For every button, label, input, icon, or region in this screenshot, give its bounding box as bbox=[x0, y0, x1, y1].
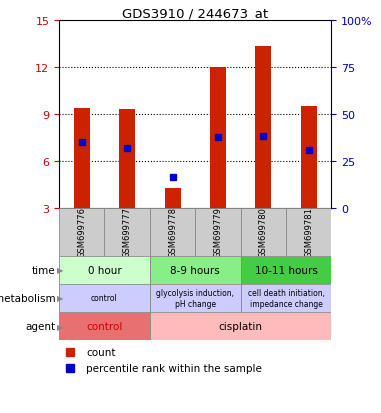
Text: cell death initiation,
impedance change: cell death initiation, impedance change bbox=[248, 289, 325, 308]
Bar bbox=[301, 107, 317, 209]
Bar bbox=[59, 256, 150, 284]
Text: control: control bbox=[91, 294, 118, 303]
Bar bbox=[210, 68, 226, 209]
Text: GSM699776: GSM699776 bbox=[77, 207, 86, 258]
Text: cisplatin: cisplatin bbox=[219, 321, 263, 331]
Text: count: count bbox=[86, 347, 116, 357]
Bar bbox=[59, 284, 150, 312]
Text: 0 hour: 0 hour bbox=[88, 265, 121, 275]
Text: agent: agent bbox=[25, 321, 55, 331]
Text: GSM699779: GSM699779 bbox=[213, 207, 223, 258]
Text: ▶: ▶ bbox=[57, 266, 64, 275]
Bar bbox=[165, 188, 181, 209]
Bar bbox=[241, 284, 331, 312]
Bar bbox=[150, 284, 241, 312]
Text: GSM699777: GSM699777 bbox=[123, 207, 132, 258]
Bar bbox=[150, 256, 241, 284]
Bar bbox=[74, 108, 90, 209]
Text: time: time bbox=[32, 265, 55, 275]
Text: glycolysis induction,
pH change: glycolysis induction, pH change bbox=[156, 289, 234, 308]
Bar bbox=[59, 209, 104, 256]
Bar bbox=[104, 209, 150, 256]
Bar bbox=[59, 312, 150, 340]
Bar bbox=[286, 209, 331, 256]
Text: 8-9 hours: 8-9 hours bbox=[170, 265, 220, 275]
Text: 10-11 hours: 10-11 hours bbox=[255, 265, 317, 275]
Bar bbox=[241, 209, 286, 256]
Bar bbox=[255, 47, 271, 209]
Title: GDS3910 / 244673_at: GDS3910 / 244673_at bbox=[122, 7, 268, 19]
Text: GSM699778: GSM699778 bbox=[168, 207, 177, 258]
Bar bbox=[119, 110, 135, 209]
Bar bbox=[150, 209, 195, 256]
Bar bbox=[150, 312, 331, 340]
Text: ▶: ▶ bbox=[57, 294, 64, 303]
Text: control: control bbox=[86, 321, 123, 331]
Text: metabolism: metabolism bbox=[0, 293, 55, 303]
Bar bbox=[241, 256, 331, 284]
Text: GSM699781: GSM699781 bbox=[304, 207, 313, 258]
Text: percentile rank within the sample: percentile rank within the sample bbox=[86, 363, 262, 373]
Text: GSM699780: GSM699780 bbox=[259, 207, 268, 258]
Text: ▶: ▶ bbox=[57, 322, 64, 331]
Bar bbox=[195, 209, 241, 256]
